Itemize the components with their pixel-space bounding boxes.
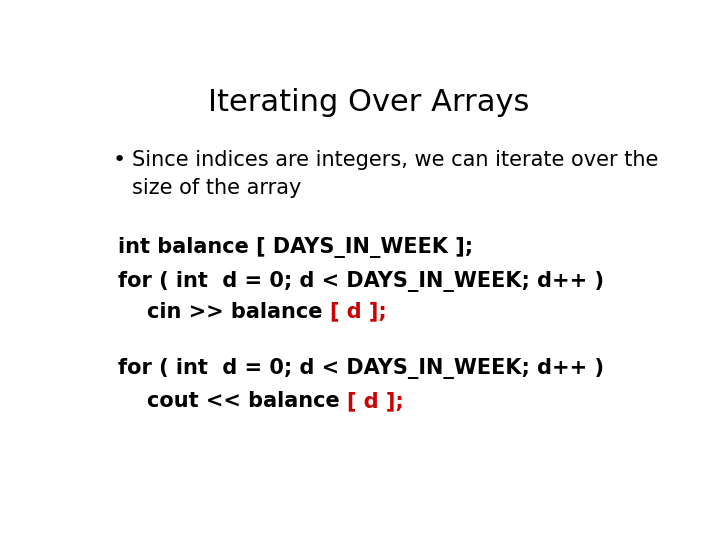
Text: [ d ];: [ d ];: [330, 302, 387, 322]
Text: cin >> balance: cin >> balance: [118, 302, 330, 322]
Text: Iterating Over Arrays: Iterating Over Arrays: [208, 87, 530, 117]
Text: int balance [ DAYS_IN_WEEK ];: int balance [ DAYS_IN_WEEK ];: [118, 238, 473, 258]
Text: size of the array: size of the array: [132, 178, 301, 198]
Text: Since indices are integers, we can iterate over the: Since indices are integers, we can itera…: [132, 150, 658, 170]
Text: for ( int  d = 0; d < DAYS_IN_WEEK; d++ ): for ( int d = 0; d < DAYS_IN_WEEK; d++ ): [118, 358, 604, 379]
Text: for ( int  d = 0; d < DAYS_IN_WEEK; d++ ): for ( int d = 0; d < DAYS_IN_WEEK; d++ ): [118, 271, 604, 292]
Text: [ d ];: [ d ];: [347, 391, 404, 411]
Text: •: •: [112, 150, 125, 170]
Text: cout << balance: cout << balance: [118, 391, 347, 411]
